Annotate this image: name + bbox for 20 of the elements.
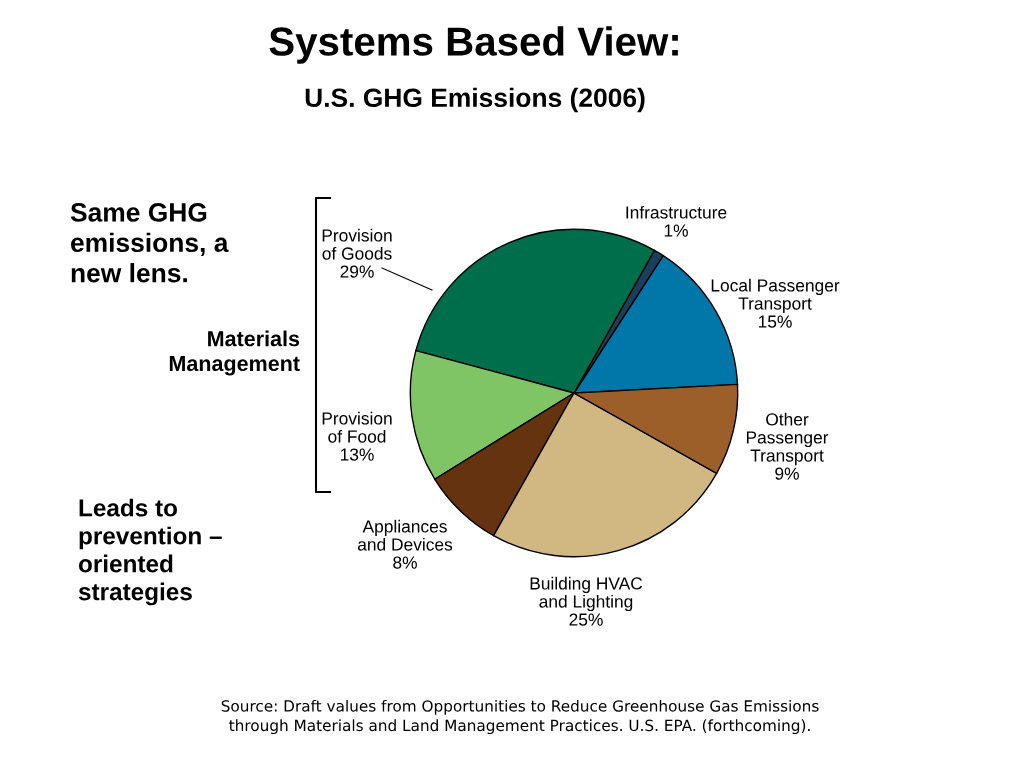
slice-label: Building HVAC and Lighting bbox=[530, 576, 643, 612]
slice-label: Other Passenger Transport bbox=[746, 412, 829, 466]
text: Same GHG emissions, a new lens. bbox=[70, 203, 229, 283]
data-label: 13% bbox=[340, 448, 374, 461]
data-label: 25% bbox=[569, 613, 603, 626]
data-label: 9% bbox=[775, 467, 799, 480]
slice-label: Provision of Food bbox=[322, 411, 392, 443]
slice-label: Local Passenger Transport bbox=[711, 278, 840, 314]
data-label: 29% bbox=[340, 265, 374, 278]
source-note: Source: Draft values from Opportunities to Reduce Greenhouse Gas Emissions through Materials and Land Management Practices. U.S. EPA. (forthcoming). bbox=[221, 699, 819, 735]
slice-label: Appliances and Devices bbox=[357, 519, 453, 551]
text: Materials Management bbox=[169, 330, 300, 376]
text: Leads to prevention – oriented strategies bbox=[78, 498, 222, 606]
data-label: 1% bbox=[664, 224, 688, 237]
data-label: 8% bbox=[393, 556, 417, 569]
slice-label: Infrastructure bbox=[626, 205, 727, 219]
data-label: 15% bbox=[758, 315, 792, 328]
chart-title: Systems Based View: bbox=[269, 26, 678, 64]
chart-subtitle: U.S. GHG Emissions (2006) bbox=[305, 87, 645, 113]
slice-label: Provision of Goods bbox=[322, 228, 392, 260]
